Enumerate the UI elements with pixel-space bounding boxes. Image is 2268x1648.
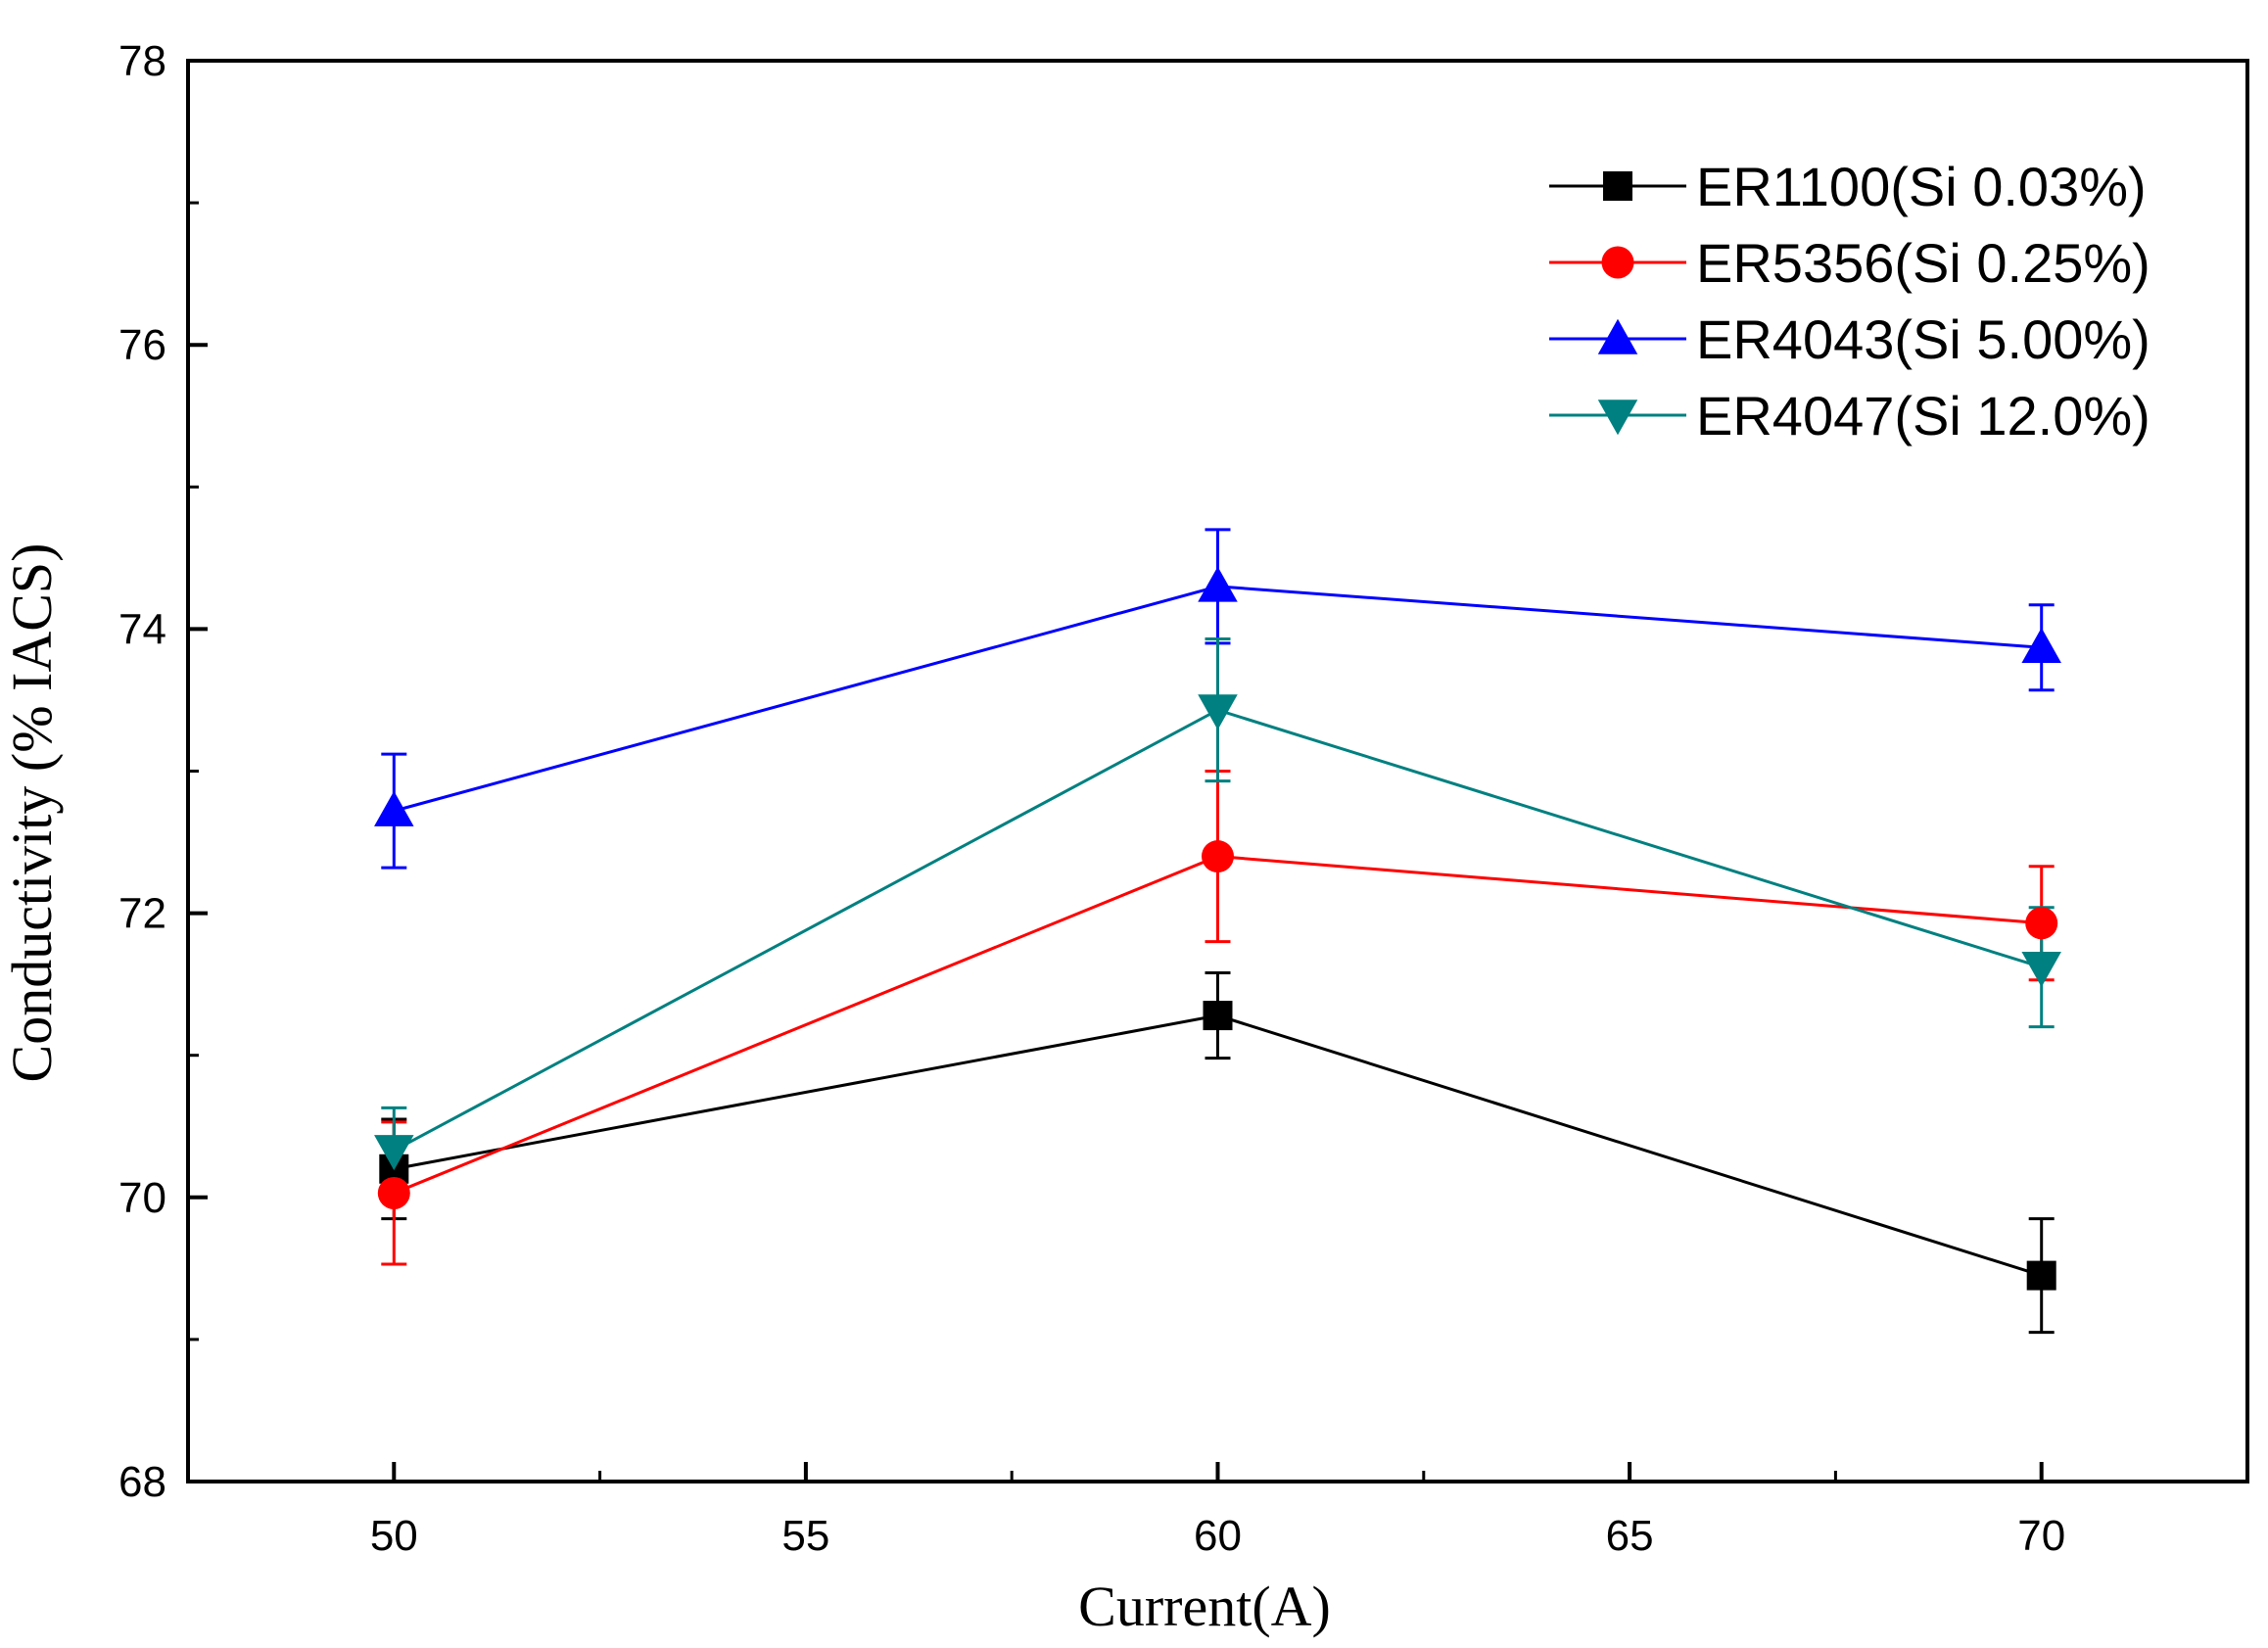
legend: ER1100(Si 0.03%) ER5356(Si 0.25%) ER4043(S…: [1549, 156, 2150, 447]
x-tick-label: 70: [2017, 1512, 2065, 1560]
data-point-triangle-down: [374, 1135, 414, 1171]
legend-label: ER4043(Si 5.00%): [1696, 308, 2150, 370]
error-bars: [381, 528, 2055, 1335]
data-point-circle: [1202, 840, 1234, 873]
y-tick-label: 72: [118, 890, 166, 938]
x-tick-label: 60: [1194, 1512, 1242, 1560]
data-point-triangle-up: [2021, 628, 2061, 664]
legend-marker-circle: [1601, 246, 1634, 279]
data-point-square: [2026, 1260, 2056, 1291]
legend-marker-triangle-up: [1597, 318, 1638, 354]
series-markers: [374, 566, 2061, 1291]
x-tick-label: 65: [1606, 1512, 1654, 1560]
y-tick-label: 68: [118, 1458, 166, 1506]
legend-label: ER4047(Si 12.0%): [1696, 385, 2150, 447]
data-point-triangle-up: [374, 790, 414, 826]
legend-marker-square: [1603, 171, 1632, 201]
data-point-circle: [377, 1176, 410, 1209]
y-tick-label: 74: [118, 605, 166, 653]
y-tick-label: 78: [118, 37, 166, 85]
legend-label: ER5356(Si 0.25%): [1696, 232, 2150, 294]
data-point-triangle-up: [1198, 566, 1238, 602]
x-axis-title: Current(A): [1078, 1575, 1331, 1638]
data-point-triangle-down: [2021, 951, 2061, 987]
y-axis-title: Conductivity (% IACS): [0, 543, 64, 1083]
x-tick-label: 50: [370, 1512, 418, 1560]
data-point-triangle-down: [1198, 694, 1238, 730]
x-tick-label: 55: [781, 1512, 829, 1560]
legend-label: ER1100(Si 0.03%): [1696, 156, 2147, 217]
data-point-square: [1203, 1001, 1233, 1031]
y-tick-label: 70: [118, 1174, 166, 1222]
data-point-circle: [2025, 907, 2058, 940]
axis-ticks: 68 70 72 74 76 78 50 55 60 65 70: [118, 37, 2065, 1560]
legend-marker-triangle-down: [1597, 400, 1638, 436]
y-tick-label: 76: [118, 321, 166, 369]
